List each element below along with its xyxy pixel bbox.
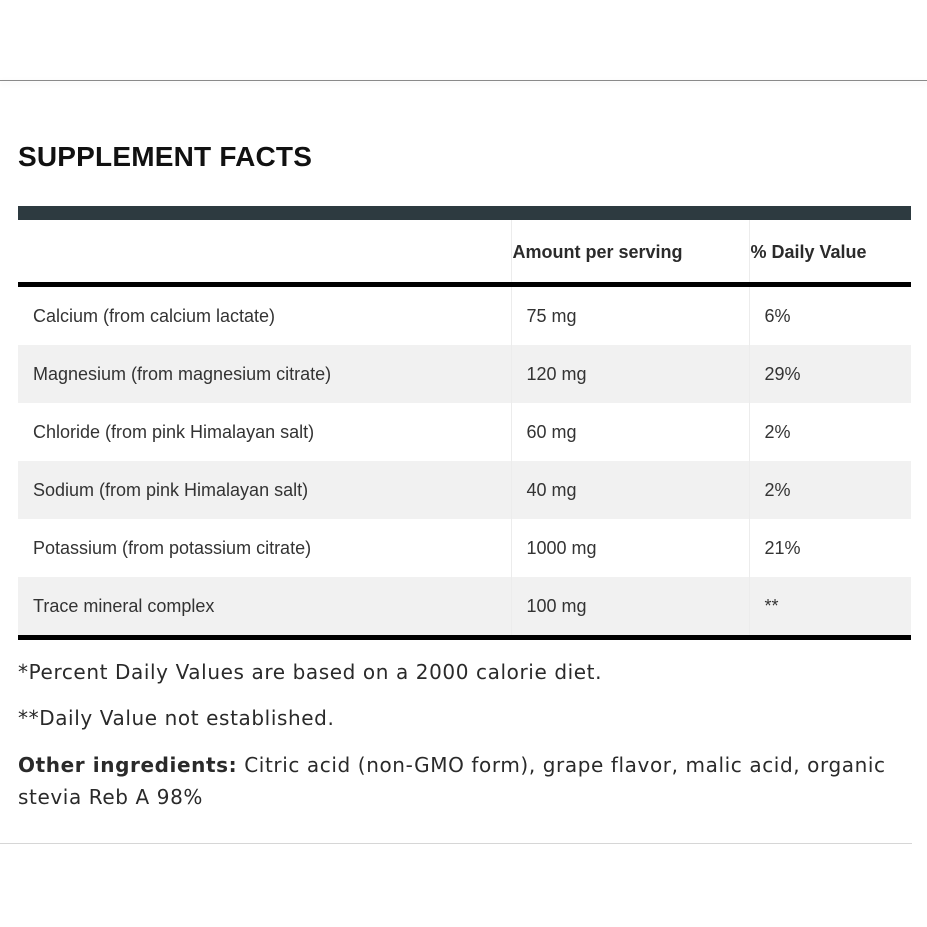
nutrient-cell: Calcium (from calcium lactate)	[33, 305, 276, 326]
daily-value-cell: 6%	[748, 284, 911, 345]
daily-value-cell: 29%	[748, 345, 911, 403]
bottom-divider	[0, 843, 912, 844]
supplement-facts-table: Amount per serving % Daily Value Calcium…	[18, 206, 911, 640]
other-ingredients-text: Citric acid (non-GMO form), grape flavor…	[18, 753, 886, 809]
amount-cell: 60 mg	[510, 403, 749, 461]
table-row: Potassium (from potassium citrate) 1000 …	[18, 519, 911, 577]
amount-cell: 1000 mg	[510, 519, 749, 577]
header-daily-value: % Daily Value	[748, 206, 911, 287]
percent-daily-value-note: *Percent Daily Values are based on a 200…	[18, 660, 603, 684]
nutrient-cell: Sodium (from pink Himalayan salt)	[18, 461, 511, 519]
amount-cell: 75 mg	[510, 284, 749, 345]
nutrient-cell: Trace mineral complex	[18, 577, 511, 640]
daily-value-cell: **	[748, 577, 911, 640]
page-title: SUPPLEMENT FACTS	[18, 141, 313, 172]
nutrient-cell: Magnesium (from magnesium citrate)	[18, 345, 511, 403]
amount-cell: 100 mg	[510, 577, 749, 640]
table-row: Chloride (from pink Himalayan salt) 60 m…	[18, 403, 911, 461]
table-row: Magnesium (from magnesium citrate) 120 m…	[18, 345, 911, 403]
daily-value-cell: 2%	[748, 461, 911, 519]
other-ingredients: Other ingredients: Citric acid (non-GMO …	[18, 749, 898, 813]
table-row: Sodium (from pink Himalayan salt) 40 mg …	[18, 461, 911, 519]
table-row: Trace mineral complex 100 mg **	[18, 577, 911, 640]
table-row: Calcium (from calcium lactate) 75 mg 6%	[18, 284, 911, 345]
amount-cell: 40 mg	[510, 461, 749, 519]
other-ingredients-label: Other ingredients:	[18, 753, 238, 777]
daily-value-cell: 21%	[748, 519, 911, 577]
nutrient-cell: Potassium (from potassium citrate)	[33, 537, 312, 558]
amount-cell: 120 mg	[510, 345, 749, 403]
daily-value-cell: 2%	[748, 403, 911, 461]
table-header-row: Amount per serving % Daily Value	[18, 206, 911, 287]
daily-value-not-established-note: **Daily Value not established.	[18, 706, 335, 730]
top-divider	[0, 80, 927, 81]
header-nutrient	[18, 206, 511, 287]
nutrient-cell: Chloride (from pink Himalayan salt)	[33, 421, 315, 442]
header-amount-per-serving: Amount per serving	[510, 206, 749, 287]
